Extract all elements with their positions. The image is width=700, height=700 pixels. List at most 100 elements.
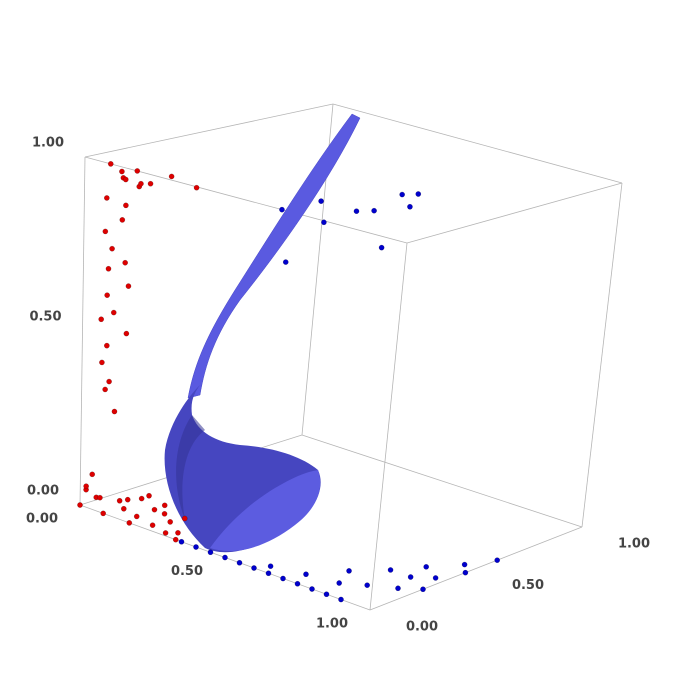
point — [420, 586, 426, 593]
point — [336, 580, 343, 586]
cube — [79, 103, 623, 611]
point — [462, 569, 469, 576]
point — [364, 582, 371, 589]
point — [279, 206, 285, 213]
point — [178, 538, 185, 545]
point — [100, 510, 107, 517]
point — [318, 198, 324, 204]
y-tick-label: 0.50 — [512, 578, 544, 593]
point — [119, 168, 125, 175]
cube-edge — [84, 103, 334, 158]
point — [338, 596, 344, 603]
x-tick-label: 1.00 — [316, 617, 348, 632]
point — [280, 575, 286, 582]
point — [181, 515, 188, 522]
point — [149, 522, 156, 529]
point — [134, 168, 141, 174]
point — [151, 506, 158, 513]
point — [161, 510, 168, 517]
point — [168, 173, 175, 180]
point — [124, 496, 131, 503]
point — [193, 544, 199, 550]
point — [423, 563, 430, 570]
point — [407, 574, 414, 580]
point — [119, 217, 126, 223]
point — [321, 219, 327, 226]
point — [146, 492, 152, 499]
point — [353, 208, 360, 215]
point — [122, 259, 129, 266]
cube-edge — [301, 434, 583, 528]
point — [103, 342, 110, 349]
cube-edge — [369, 526, 583, 611]
point — [147, 180, 154, 187]
surface-ribbon — [187, 113, 361, 399]
point — [116, 497, 123, 504]
point — [371, 207, 377, 214]
point — [110, 309, 117, 316]
point — [133, 513, 140, 520]
point — [89, 471, 96, 478]
point — [125, 283, 132, 289]
x-tick-label: 0.00 — [26, 512, 58, 527]
surface — [164, 113, 361, 553]
point — [222, 554, 228, 561]
cube-edge — [406, 182, 623, 244]
point — [103, 195, 110, 201]
point — [122, 176, 129, 183]
point — [161, 502, 168, 509]
point — [207, 549, 214, 556]
point — [98, 316, 105, 323]
point — [162, 530, 169, 536]
point — [282, 259, 289, 265]
point — [99, 359, 105, 366]
point — [461, 561, 468, 568]
point — [102, 228, 109, 235]
point — [105, 265, 112, 272]
point — [251, 565, 257, 571]
point — [193, 184, 200, 191]
z-tick-label: 0.50 — [29, 310, 61, 325]
point — [97, 494, 103, 501]
point — [138, 180, 144, 187]
point — [175, 529, 181, 536]
point — [303, 571, 309, 578]
cube-edge — [84, 156, 408, 244]
cube-edge — [369, 242, 408, 611]
x-tick-label: 0.50 — [171, 564, 203, 579]
y-tick-label: 0.00 — [406, 620, 438, 635]
cube-edge — [79, 156, 86, 506]
series — [178, 191, 501, 603]
point — [83, 483, 89, 490]
cube-edge — [332, 103, 623, 184]
point — [415, 191, 422, 197]
point — [106, 378, 112, 385]
point — [126, 520, 133, 526]
point — [494, 557, 501, 564]
point — [236, 559, 243, 566]
point — [107, 161, 114, 167]
point — [309, 586, 315, 592]
point — [267, 563, 274, 570]
z-tick-label: 0.00 — [27, 484, 59, 499]
point — [120, 505, 127, 512]
point — [77, 502, 83, 508]
point — [111, 408, 118, 415]
surface-front — [210, 470, 321, 552]
point — [265, 570, 272, 577]
point — [294, 580, 301, 587]
point — [172, 536, 179, 543]
point — [378, 244, 385, 251]
point — [346, 568, 352, 574]
point — [123, 202, 129, 209]
point — [138, 495, 145, 502]
point — [323, 591, 330, 598]
point — [407, 203, 413, 210]
z-tick-label: 1.00 — [32, 136, 64, 151]
series — [77, 161, 200, 543]
point — [102, 386, 108, 393]
cube-edge — [581, 182, 623, 528]
point — [395, 585, 401, 592]
y-tick-label: 1.00 — [618, 537, 650, 552]
